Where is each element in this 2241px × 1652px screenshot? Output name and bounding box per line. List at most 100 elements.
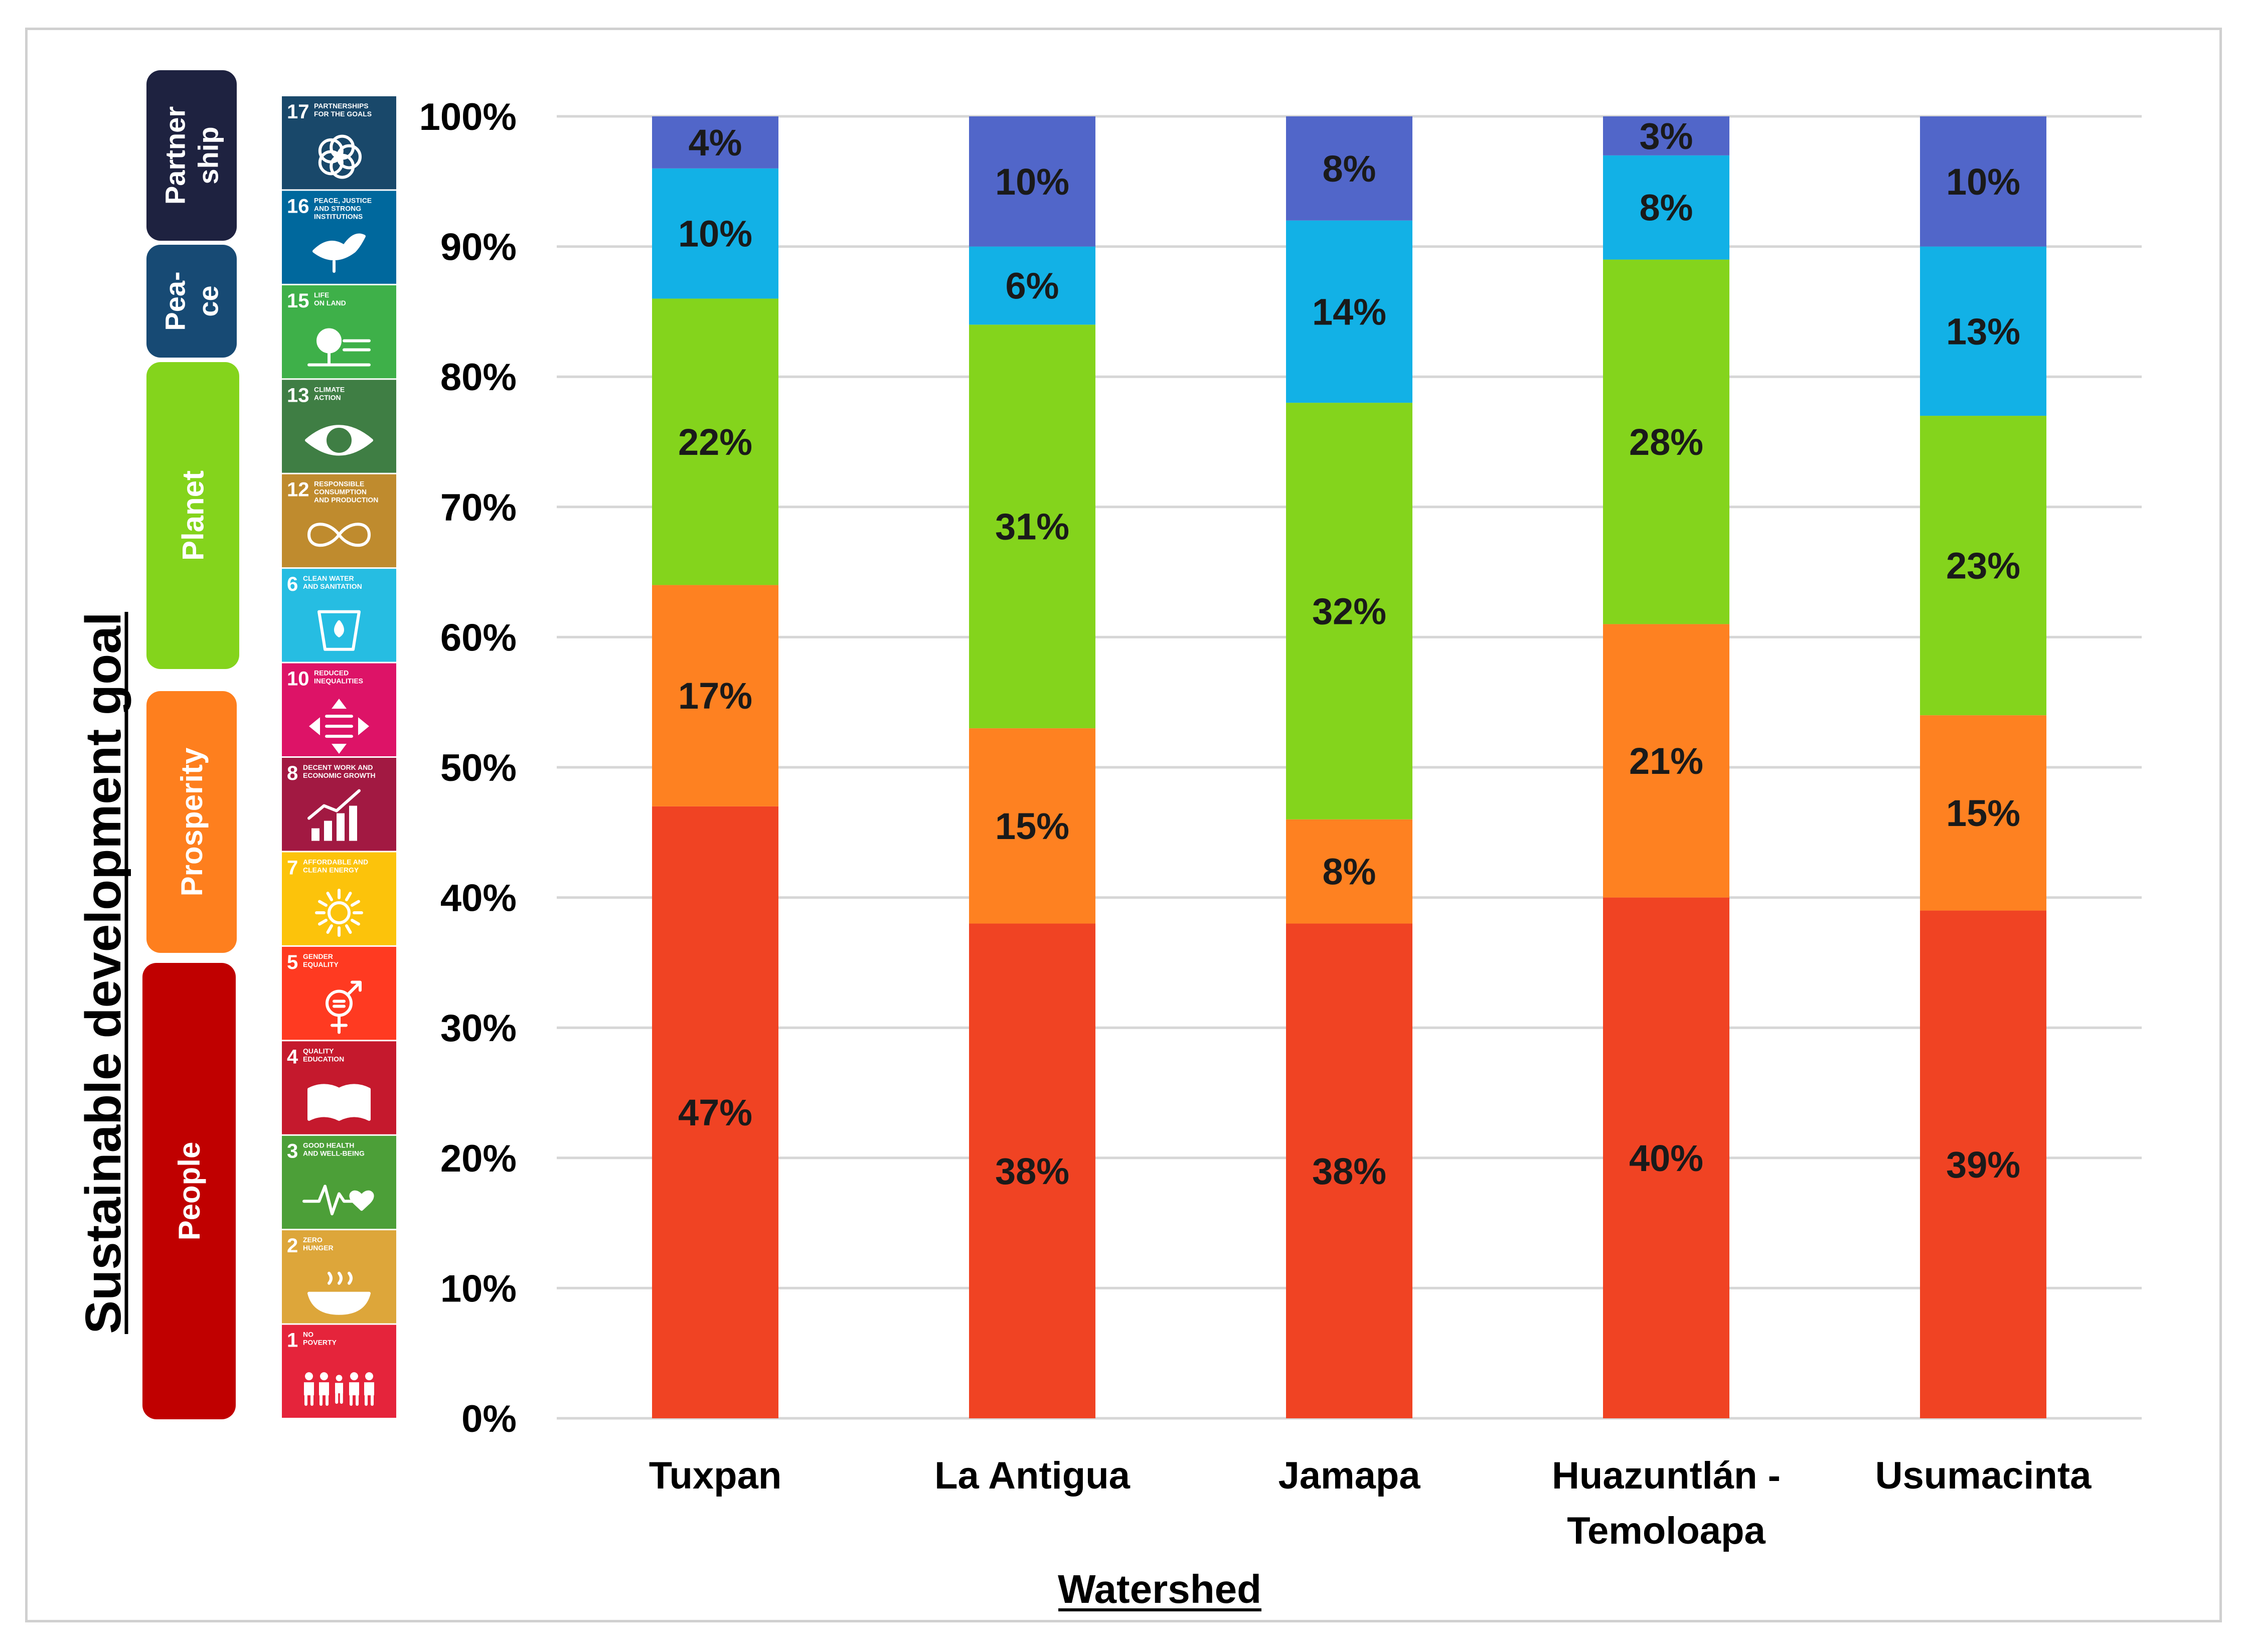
category-pill-label: ship [193, 126, 224, 184]
data-label: 15% [995, 805, 1069, 847]
bars: 47% 17% 22% 10% 4% 38% 15% 31% 6% 10% 38% 8% 32% 14% 8… [652, 115, 2046, 1418]
data-label: 6% [1006, 265, 1059, 306]
sdg-title: AND WELL-BEING [303, 1149, 365, 1158]
growth-chart-icon [307, 789, 361, 841]
data-label: 23% [1946, 545, 2020, 587]
sdg-title: ZERO [303, 1236, 323, 1244]
sdg-title: CLIMATE [314, 385, 345, 393]
chart-frame [25, 28, 2222, 1622]
x-tick-label: Tuxpan [649, 1454, 782, 1497]
bar-segment-partnership [969, 116, 1095, 247]
y-tick-label: 60% [440, 616, 517, 659]
sdg-title: QUALITY [303, 1047, 334, 1055]
tree-icon [307, 328, 371, 367]
sun-icon [315, 889, 363, 937]
sdg-title: PEACE, JUSTICE [314, 196, 372, 204]
bar-segment-prosperity [1603, 624, 1729, 898]
equality-icon [309, 699, 369, 754]
category-pills: Partner ship Pea-ce Planet Prosperity People [142, 70, 239, 1419]
sdg-number: 5 [287, 951, 298, 973]
sdg-number: 4 [287, 1046, 298, 1068]
y-tick-label: 40% [440, 877, 517, 920]
x-tick-label: Usumacinta [1875, 1454, 2092, 1497]
category-pill [146, 245, 237, 358]
sdg-title: INEQUALITIES [314, 677, 363, 685]
data-label: 31% [995, 506, 1069, 548]
sdg-number: 16 [287, 195, 309, 217]
dove-icon [312, 233, 366, 273]
sdg-title: CLEAN WATER [303, 574, 354, 582]
sdg-title: HUNGER [303, 1244, 334, 1252]
bar-segment-partnership [1603, 116, 1729, 155]
sdg-number: 8 [287, 762, 298, 784]
sdg-tile-bg [282, 191, 396, 284]
sdg-title: REDUCED [314, 669, 349, 677]
sdg-number: 17 [287, 101, 309, 123]
sdg-number: 1 [287, 1330, 298, 1352]
bar-segment-prosperity [1286, 819, 1412, 924]
sdg-title: CONSUMPTION [314, 488, 367, 496]
category-pill-label: Pea- [159, 271, 191, 331]
sdg-number: 6 [287, 573, 298, 595]
sdg-title: NO [303, 1331, 313, 1339]
bar-segment-partnership [1286, 116, 1412, 221]
x-axis-title: Watershed [1058, 1567, 1261, 1611]
y-tick-label: 90% [440, 226, 517, 269]
bar-segment-peace [1920, 246, 2046, 416]
data-label: 10% [678, 213, 752, 255]
bowl-icon [307, 1271, 371, 1315]
bar-segment-people [1603, 897, 1729, 1418]
sdg-number: 10 [287, 668, 309, 690]
data-label: 39% [1946, 1144, 2020, 1186]
sdg-title: GENDER [303, 952, 333, 960]
sdg-title: AFFORDABLE AND [303, 858, 368, 866]
data-label: 22% [678, 421, 752, 463]
category-pill-label: People [173, 1142, 206, 1241]
sdg-title: EQUALITY [303, 960, 339, 968]
bar-segment-peace [1603, 155, 1729, 260]
data-label: 21% [1629, 740, 1703, 782]
data-label: 17% [678, 675, 752, 717]
book-icon [307, 1084, 371, 1121]
data-label: 8% [1323, 148, 1376, 190]
data-label: 40% [1629, 1137, 1703, 1179]
y-tick-label: 80% [440, 356, 517, 399]
category-pill-label: Prosperity [175, 747, 209, 896]
sdg-number: 12 [287, 479, 309, 501]
sdg-title: FOR THE GOALS [314, 110, 372, 118]
bar-segment-partnership [652, 116, 778, 169]
data-label: 8% [1323, 851, 1376, 893]
sdg-title: ECONOMIC GROWTH [303, 771, 376, 779]
sdg-tile-bg [282, 663, 396, 756]
data-label: 47% [678, 1092, 752, 1133]
sdg-title: PARTNERSHIPS [314, 102, 369, 110]
water-glass-icon [317, 610, 361, 651]
gender-icon [326, 980, 362, 1034]
bar-segment-peace [1286, 220, 1412, 403]
sdg-tile-bg [282, 1325, 396, 1418]
bar-segment-planet [969, 324, 1095, 729]
bar-segment-planet [1286, 403, 1412, 819]
category-pill [146, 70, 237, 241]
sdg-title: AND SANITATION [303, 582, 362, 590]
y-axis-ticks: 0% 10% 20% 30% 40% 50% 60% 70% 80% 90% 100% [419, 96, 517, 1440]
eye-globe-icon [305, 425, 373, 456]
sdg-title: LIFE [314, 291, 329, 299]
sdg-title: RESPONSIBLE [314, 480, 364, 488]
sdg-title: AND PRODUCTION [314, 496, 378, 504]
data-label: 13% [1946, 310, 2020, 352]
sdg-title: DECENT WORK AND [303, 763, 373, 771]
x-tick-label: Jamapa [1278, 1454, 1420, 1497]
bar-segment-people [969, 923, 1095, 1418]
bar-segment-peace [652, 168, 778, 299]
bar-segment-people [652, 806, 778, 1418]
infinity-icon [307, 523, 371, 547]
